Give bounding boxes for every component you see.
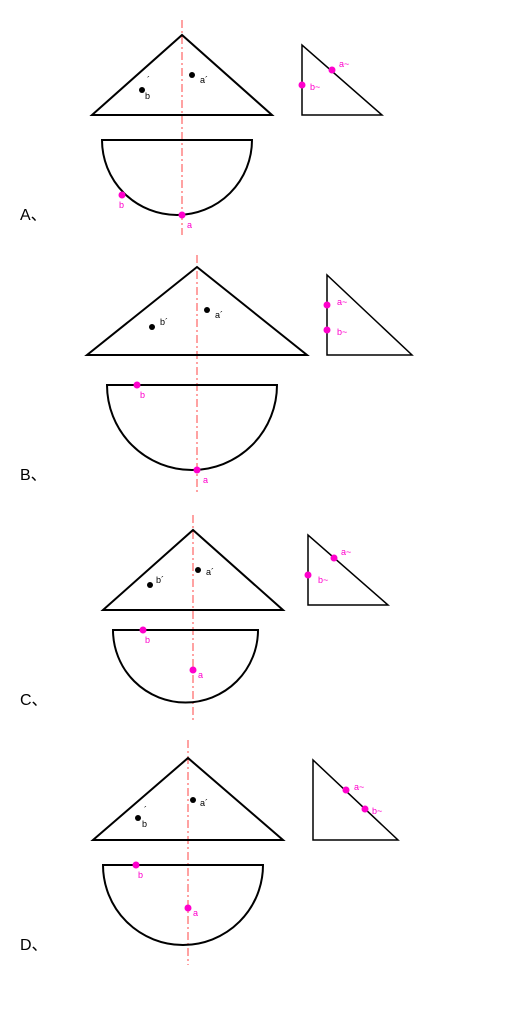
point-label: a´ xyxy=(206,567,214,577)
orthographic-drawing: a´ ´ b b a a~ b~ xyxy=(58,740,408,965)
point-pink xyxy=(133,382,140,389)
top-view-semicircle xyxy=(103,865,263,945)
point-pink xyxy=(139,627,146,634)
point-pink xyxy=(189,667,196,674)
point-label-pink: a xyxy=(203,475,208,485)
point-black xyxy=(147,582,153,588)
point-label-pink: b xyxy=(119,200,124,210)
option-2: B、 a´ b´ b a a~ b~ xyxy=(20,255,486,495)
point-label-pink: a~ xyxy=(341,547,351,557)
side-view-triangle xyxy=(313,760,398,840)
point-label-pink: a~ xyxy=(354,782,364,792)
option-label: C、 xyxy=(20,686,48,720)
point-label-pink: a~ xyxy=(339,59,349,69)
option-3: C、 a´ b´ b a b~ a~ xyxy=(20,515,486,720)
point-pink xyxy=(361,806,368,813)
top-view-semicircle xyxy=(102,140,252,215)
point-label-pink: b~ xyxy=(372,806,382,816)
top-view-semicircle xyxy=(107,385,277,470)
point-label: a´ xyxy=(200,798,208,808)
drawing-wrapper: a´ ´ b b a a~ b~ xyxy=(58,740,408,965)
point-pink xyxy=(323,327,330,334)
point-pink xyxy=(330,555,337,562)
point-pink xyxy=(118,192,125,199)
orthographic-drawing: a´ b´ b a b~ a~ xyxy=(58,515,398,720)
drawing-wrapper: a´ b´ b a b~ a~ xyxy=(58,515,398,720)
point-black xyxy=(135,815,141,821)
point-label: b´ xyxy=(160,317,168,327)
orthographic-drawing: a´ b´ b a a~ b~ xyxy=(57,255,417,495)
point-label-pink: b~ xyxy=(310,82,320,92)
point-label-pink: b xyxy=(138,870,143,880)
option-label: A、 xyxy=(20,201,47,235)
point-black xyxy=(190,797,196,803)
point-black xyxy=(204,307,210,313)
point-label-pink: a xyxy=(198,670,203,680)
option-1: A、 a´ ´ b b a b~ a~ xyxy=(20,20,486,235)
point-label-pink: a xyxy=(193,908,198,918)
point-label: ´ xyxy=(147,75,150,85)
point-label: b´ xyxy=(156,575,164,585)
side-view-triangle xyxy=(308,535,388,605)
point-black xyxy=(195,567,201,573)
point-pink xyxy=(193,467,200,474)
point-pink xyxy=(178,212,185,219)
option-4: D、 a´ ´ b b a a~ b~ xyxy=(20,740,486,965)
point-pink xyxy=(132,862,139,869)
orthographic-drawing: a´ ´ b b a b~ a~ xyxy=(57,20,397,235)
point-label-pink: b~ xyxy=(337,327,347,337)
point-label-pink: b xyxy=(140,390,145,400)
point-label: b xyxy=(145,91,150,101)
point-label: a´ xyxy=(215,310,223,320)
option-label: B、 xyxy=(20,461,47,495)
point-black xyxy=(149,324,155,330)
point-label-pink: a~ xyxy=(337,297,347,307)
point-label: a´ xyxy=(200,75,208,85)
options-container: A、a´´bbab~a~B、a´b´baa~b~C、a´b´bab~a~D、a´… xyxy=(20,20,486,965)
point-pink xyxy=(328,67,335,74)
side-view-triangle xyxy=(302,45,382,115)
top-view-semicircle xyxy=(113,630,258,703)
point-label: b xyxy=(142,819,147,829)
point-label-pink: b xyxy=(145,635,150,645)
point-pink xyxy=(323,302,330,309)
point-pink xyxy=(298,82,305,89)
option-label: D、 xyxy=(20,931,48,965)
point-label: ´ xyxy=(144,805,147,815)
drawing-wrapper: a´ ´ b b a b~ a~ xyxy=(57,20,397,235)
point-pink xyxy=(342,787,349,794)
side-view-triangle xyxy=(327,275,412,355)
point-label-pink: b~ xyxy=(318,575,328,585)
point-pink xyxy=(304,572,311,579)
point-pink xyxy=(184,905,191,912)
point-black xyxy=(189,72,195,78)
point-label-pink: a xyxy=(187,220,192,230)
drawing-wrapper: a´ b´ b a a~ b~ xyxy=(57,255,417,495)
